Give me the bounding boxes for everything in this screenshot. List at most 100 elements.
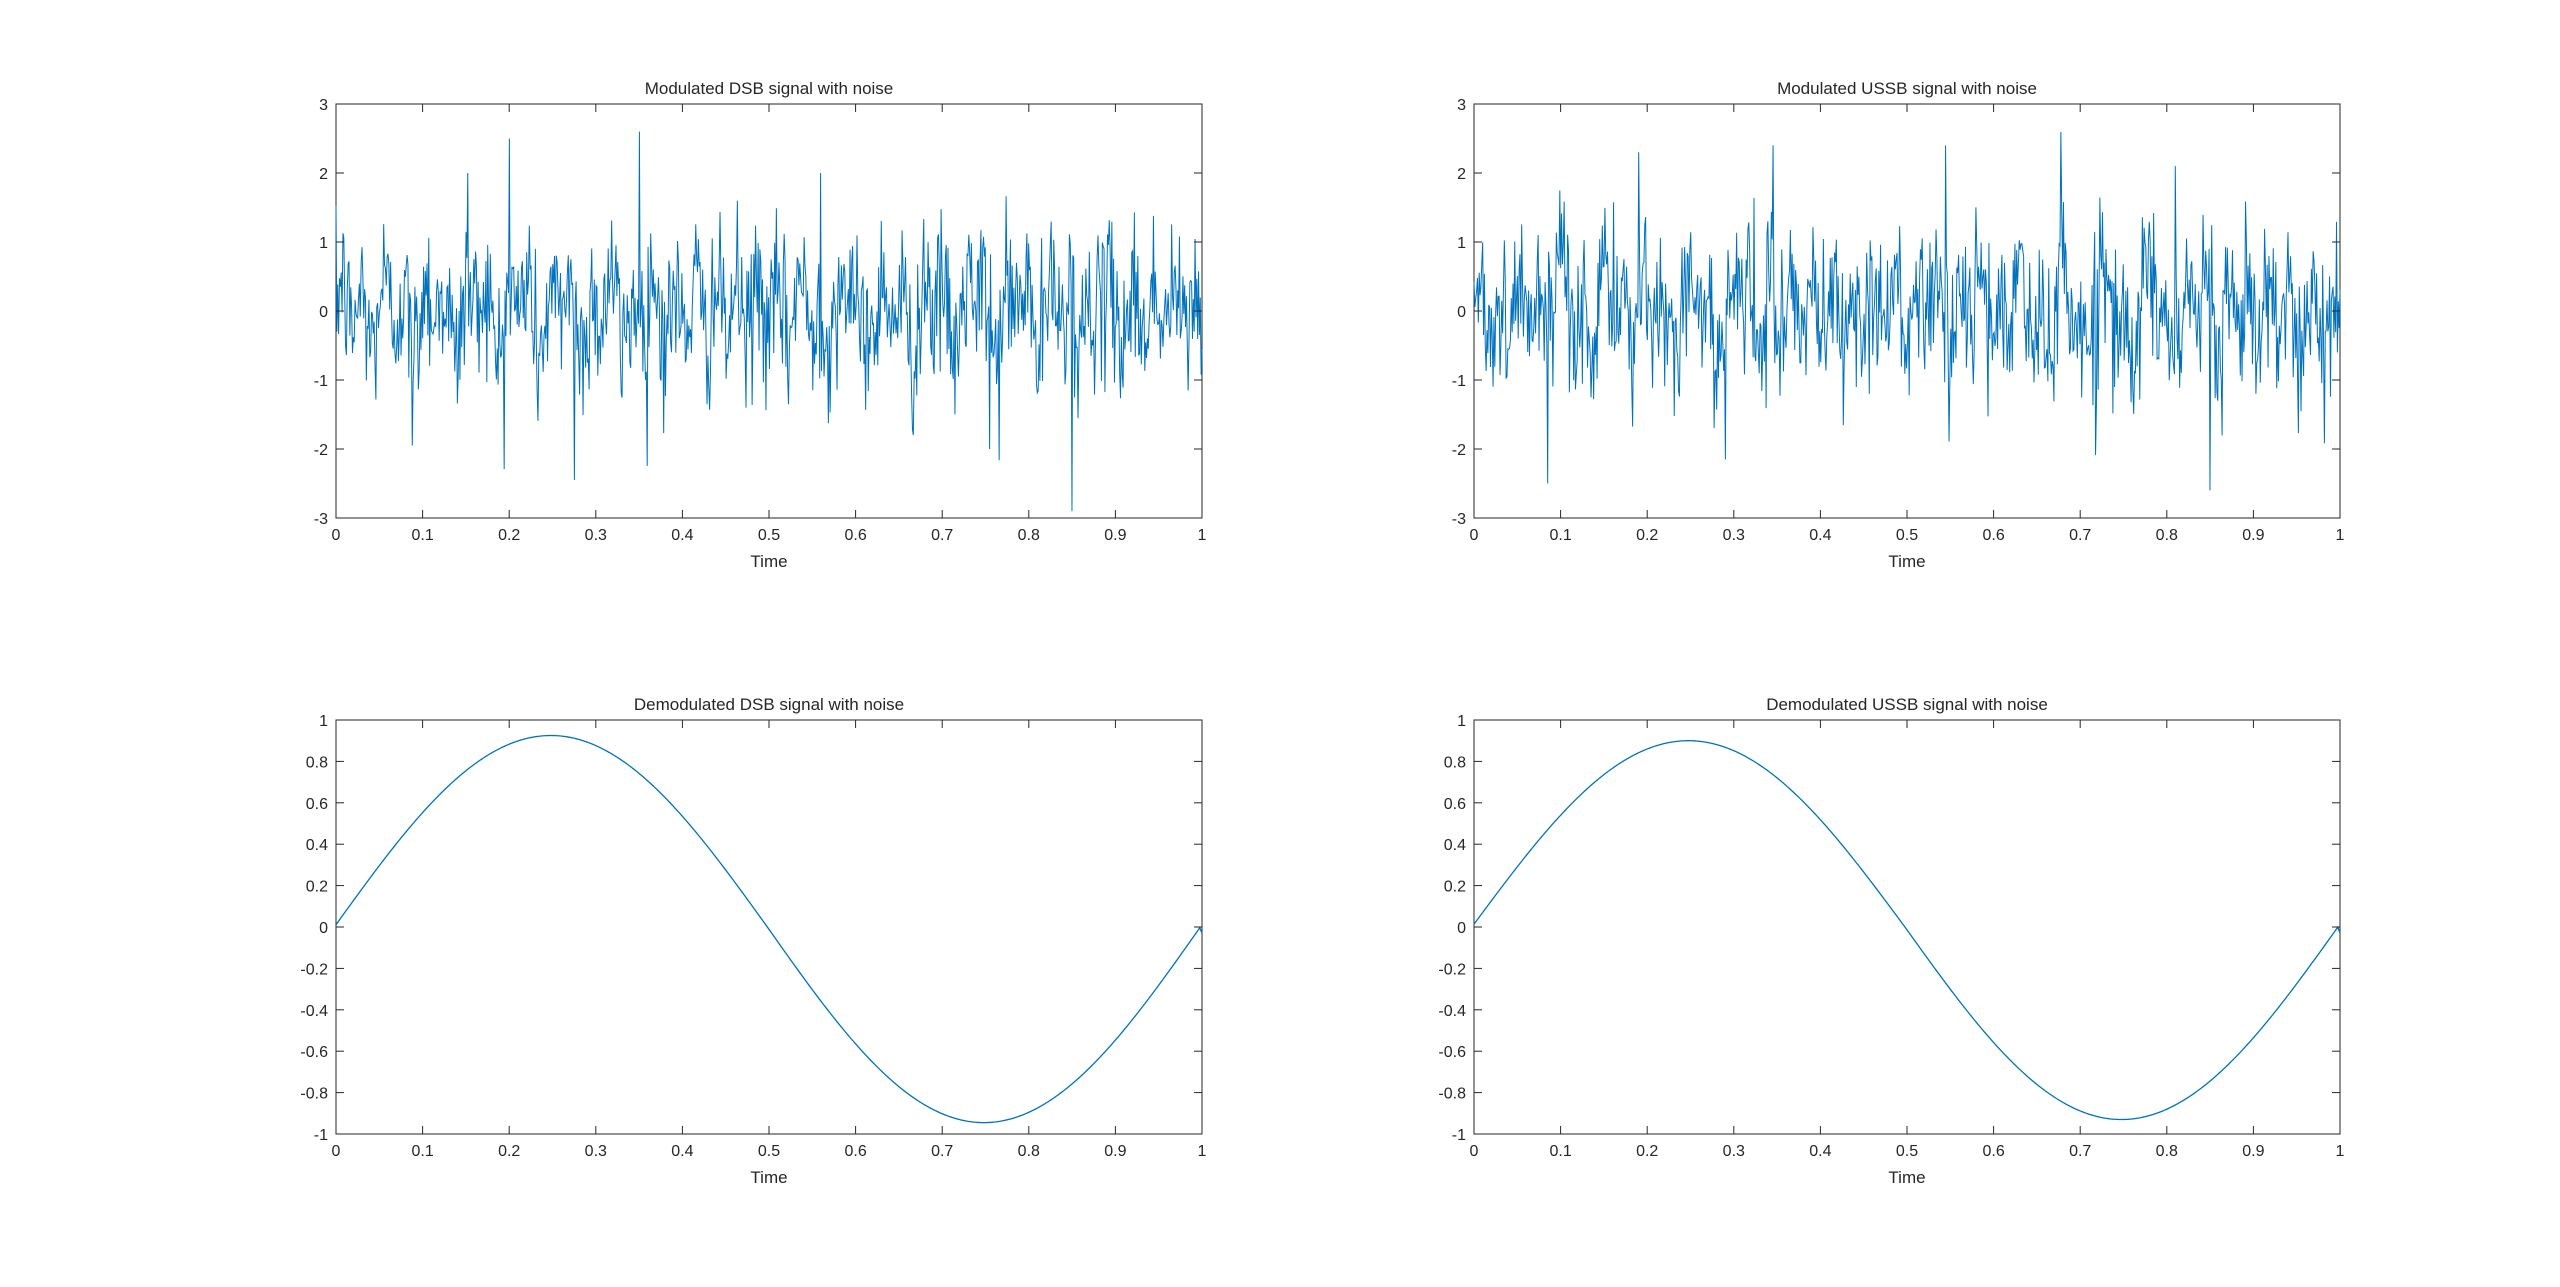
y-tick-label: 0: [319, 304, 328, 321]
x-tick-label: 0: [332, 527, 341, 544]
y-axis-ticks: -3 -2 -1 0 1 2 3: [1452, 97, 2340, 528]
subplot-title: Demodulated USSB signal with noise: [1766, 695, 2048, 714]
y-tick-label: -1: [314, 1127, 328, 1144]
x-tick-label: 0.9: [1104, 527, 1126, 544]
y-tick-label: -0.2: [300, 961, 328, 978]
x-axis-label: Time: [1888, 1168, 1925, 1187]
y-tick-label: -0.4: [1438, 1003, 1466, 1020]
signal-series-line: [335, 131, 1203, 512]
y-tick-label: 2: [319, 166, 328, 183]
x-tick-label: 0.7: [931, 1143, 953, 1160]
x-axis-label: Time: [750, 1168, 787, 1187]
x-axis-label: Time: [1888, 552, 1925, 571]
x-tick-label: 0.2: [498, 527, 520, 544]
y-tick-label: 2: [1457, 166, 1466, 183]
y-tick-label: -1: [1452, 373, 1466, 390]
x-tick-label: 0.4: [671, 527, 693, 544]
x-tick-label: 0.8: [1018, 527, 1040, 544]
subplot-title: Modulated DSB signal with noise: [645, 79, 894, 98]
x-tick-label: 0.5: [1896, 1143, 1918, 1160]
x-tick-label: 0.9: [2242, 527, 2264, 544]
y-tick-label: 1: [1457, 235, 1466, 252]
x-tick-label: 0.2: [498, 1143, 520, 1160]
x-tick-label: 0.4: [1809, 527, 1831, 544]
x-tick-label: 0.4: [671, 1143, 693, 1160]
y-axis-ticks: -1 -0.8 -0.6 -0.4 -0.2 0 0.2 0.4 0.6 0.8 1: [300, 713, 1202, 1144]
signal-line-layer: [335, 131, 1203, 512]
y-tick-label: 0.6: [306, 796, 328, 813]
x-tick-label: 0.5: [758, 1143, 780, 1160]
x-tick-label: 0.9: [1104, 1143, 1126, 1160]
y-tick-label: -1: [314, 373, 328, 390]
x-axis-ticks: 0 0.1 0.2 0.3 0.4 0.5 0.6 0.7 0.8 0.9 1: [1470, 104, 2345, 544]
y-tick-label: 0.4: [1444, 837, 1466, 854]
x-tick-label: 0.1: [1549, 527, 1571, 544]
y-tick-label: -3: [314, 511, 328, 528]
y-tick-label: 1: [1457, 713, 1466, 730]
x-tick-label: 0.2: [1636, 527, 1658, 544]
x-tick-label: 0.6: [1982, 1143, 2004, 1160]
y-tick-label: 0.2: [306, 879, 328, 896]
y-tick-label: -0.6: [1438, 1044, 1466, 1061]
signal-line-layer: [1473, 740, 2341, 1121]
y-tick-label: 0.2: [1444, 879, 1466, 896]
x-tick-label: 0.1: [411, 1143, 433, 1160]
x-tick-label: 0.9: [2242, 1143, 2264, 1160]
x-tick-label: 0.3: [1723, 527, 1745, 544]
x-tick-label: 0.3: [585, 527, 607, 544]
x-tick-label: 0.5: [1896, 527, 1918, 544]
x-tick-label: 0.4: [1809, 1143, 1831, 1160]
subplot-title: Modulated USSB signal with noise: [1777, 79, 2037, 98]
x-tick-label: 0: [1470, 527, 1479, 544]
subplot-demodulated-ussb: Demodulated USSB signal with noise 0 0.1 0…: [1438, 695, 2344, 1187]
y-tick-label: 0.6: [1444, 796, 1466, 813]
x-tick-label: 0.7: [2069, 1143, 2091, 1160]
y-tick-label: -0.2: [1438, 961, 1466, 978]
y-tick-label: -0.6: [300, 1044, 328, 1061]
plot-area: [335, 719, 1203, 1135]
x-tick-label: 0.6: [1982, 527, 2004, 544]
signal-series-line: [335, 734, 1203, 1124]
plot-area: [1473, 719, 2341, 1135]
x-tick-label: 0.2: [1636, 1143, 1658, 1160]
x-tick-label: 0: [1470, 1143, 1479, 1160]
x-tick-label: 1: [1198, 527, 1207, 544]
x-axis-ticks: 0 0.1 0.2 0.3 0.4 0.5 0.6 0.7 0.8 0.9 1: [332, 720, 1207, 1160]
x-tick-label: 0.5: [758, 527, 780, 544]
y-tick-label: 0.4: [306, 837, 328, 854]
x-tick-label: 0.8: [1018, 1143, 1040, 1160]
signal-line-layer: [1473, 131, 2341, 491]
y-tick-label: -3: [1452, 511, 1466, 528]
y-tick-label: -2: [314, 442, 328, 459]
y-tick-label: 3: [319, 97, 328, 114]
y-tick-label: 0: [1457, 920, 1466, 937]
x-axis-ticks: 0 0.1 0.2 0.3 0.4 0.5 0.6 0.7 0.8 0.9 1: [1470, 720, 2345, 1160]
x-tick-label: 0.6: [844, 527, 866, 544]
x-tick-label: 1: [1198, 1143, 1207, 1160]
x-tick-label: 1: [2336, 1143, 2345, 1160]
x-tick-label: 0.7: [2069, 527, 2091, 544]
y-tick-label: 1: [319, 235, 328, 252]
y-axis-ticks: -1 -0.8 -0.6 -0.4 -0.2 0 0.2 0.4 0.6 0.8 1: [1438, 713, 2340, 1144]
x-tick-label: 0.3: [1723, 1143, 1745, 1160]
y-axis-ticks: -3 -2 -1 0 1 2 3: [314, 97, 1202, 528]
x-tick-label: 0.8: [2156, 527, 2178, 544]
y-tick-label: 3: [1457, 97, 1466, 114]
y-tick-label: 0: [1457, 304, 1466, 321]
y-tick-label: 0: [319, 920, 328, 937]
x-tick-label: 0.7: [931, 527, 953, 544]
subplot-demodulated-dsb: Demodulated DSB signal with noise 0 0.1 0.…: [300, 695, 1206, 1187]
y-tick-label: -0.4: [300, 1003, 328, 1020]
y-tick-label: -1: [1452, 1127, 1466, 1144]
x-tick-label: 0.3: [585, 1143, 607, 1160]
signal-series-line: [1473, 131, 2341, 491]
subplot-modulated-ussb: Modulated USSB signal with noise 0 0.1 0.2…: [1452, 79, 2345, 571]
y-tick-label: 0.8: [306, 754, 328, 771]
y-tick-label: -2: [1452, 442, 1466, 459]
x-tick-label: 0.8: [2156, 1143, 2178, 1160]
x-axis-label: Time: [750, 552, 787, 571]
y-tick-label: -0.8: [1438, 1086, 1466, 1103]
subplot-modulated-dsb: Modulated DSB signal with noise 0 0.1 0.2 0…: [314, 79, 1207, 571]
y-tick-label: 1: [319, 713, 328, 730]
